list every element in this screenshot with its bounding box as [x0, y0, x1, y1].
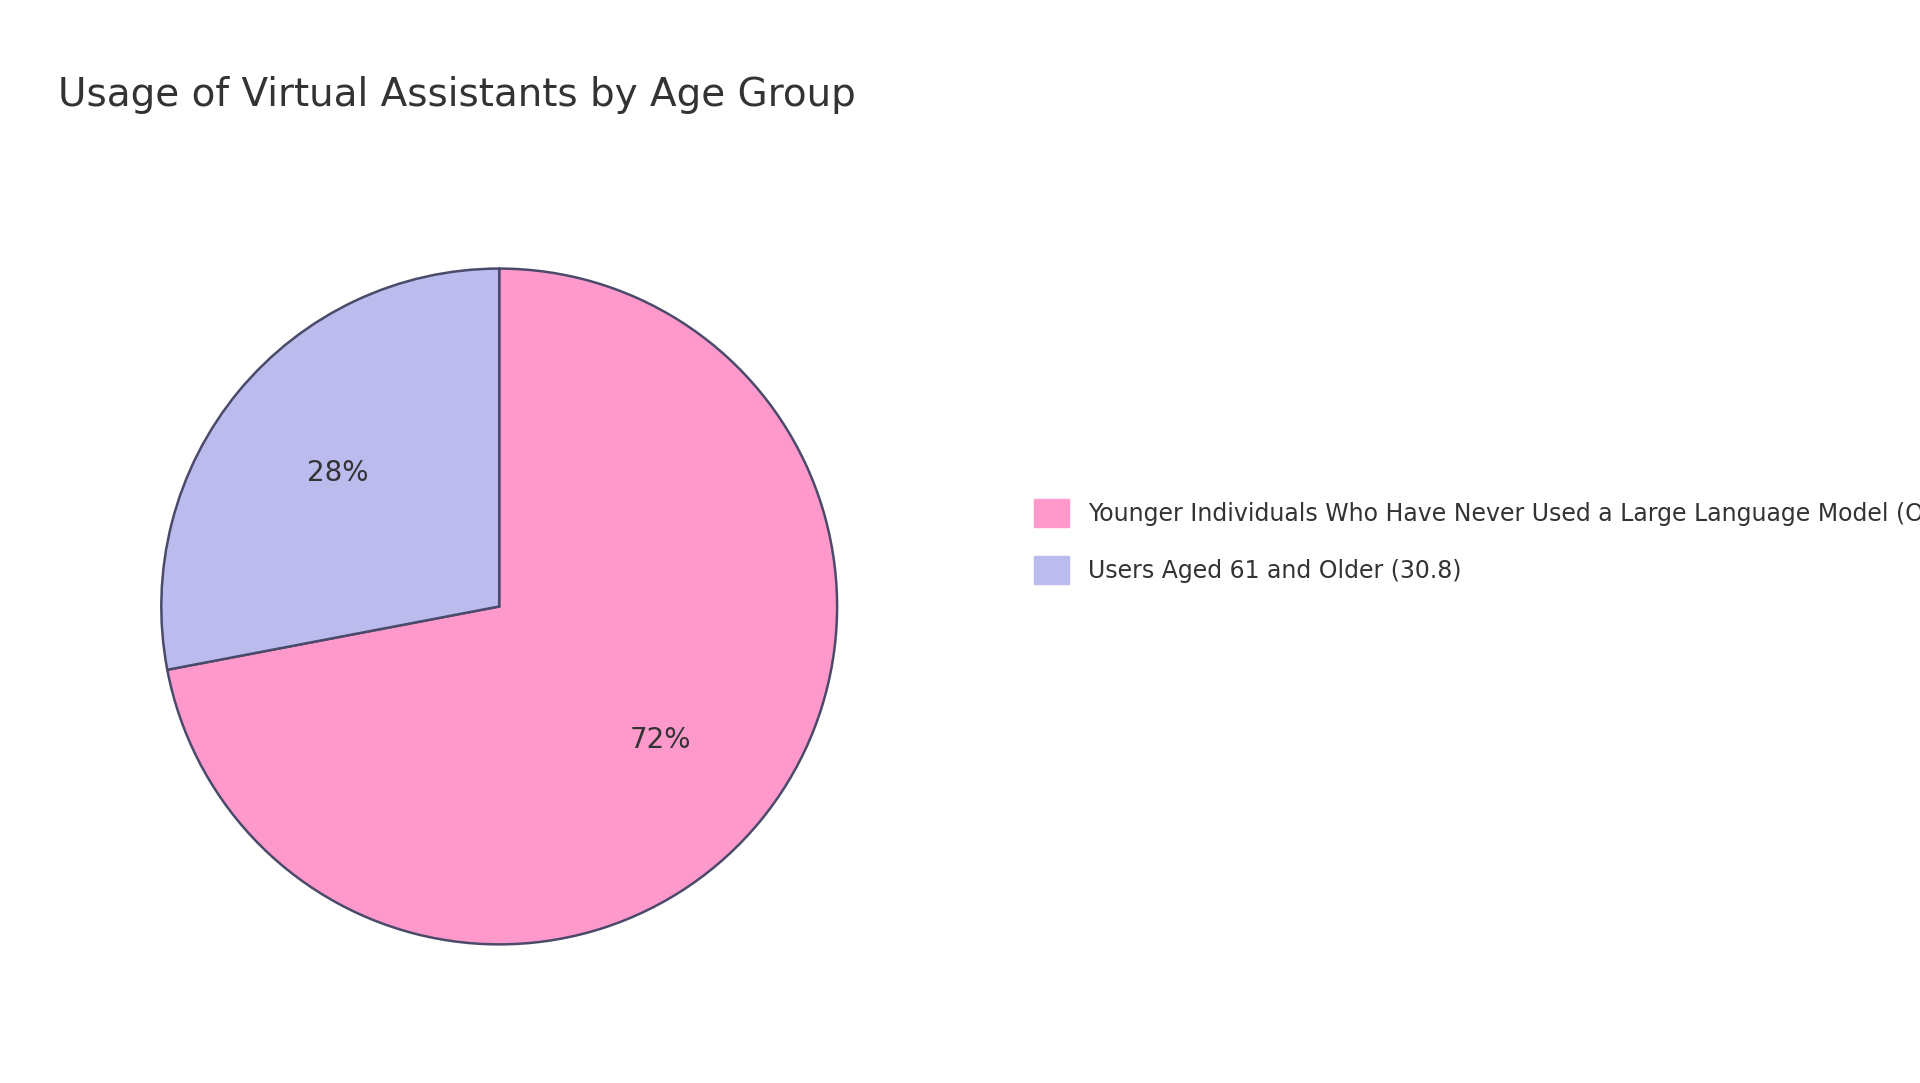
- Text: Usage of Virtual Assistants by Age Group: Usage of Virtual Assistants by Age Group: [58, 76, 854, 114]
- Wedge shape: [161, 269, 499, 669]
- Legend: Younger Individuals Who Have Never Used a Large Language Model (Over 80), Users : Younger Individuals Who Have Never Used …: [1010, 475, 1920, 608]
- Text: 28%: 28%: [307, 459, 369, 487]
- Text: 72%: 72%: [630, 726, 691, 754]
- Wedge shape: [167, 269, 837, 944]
